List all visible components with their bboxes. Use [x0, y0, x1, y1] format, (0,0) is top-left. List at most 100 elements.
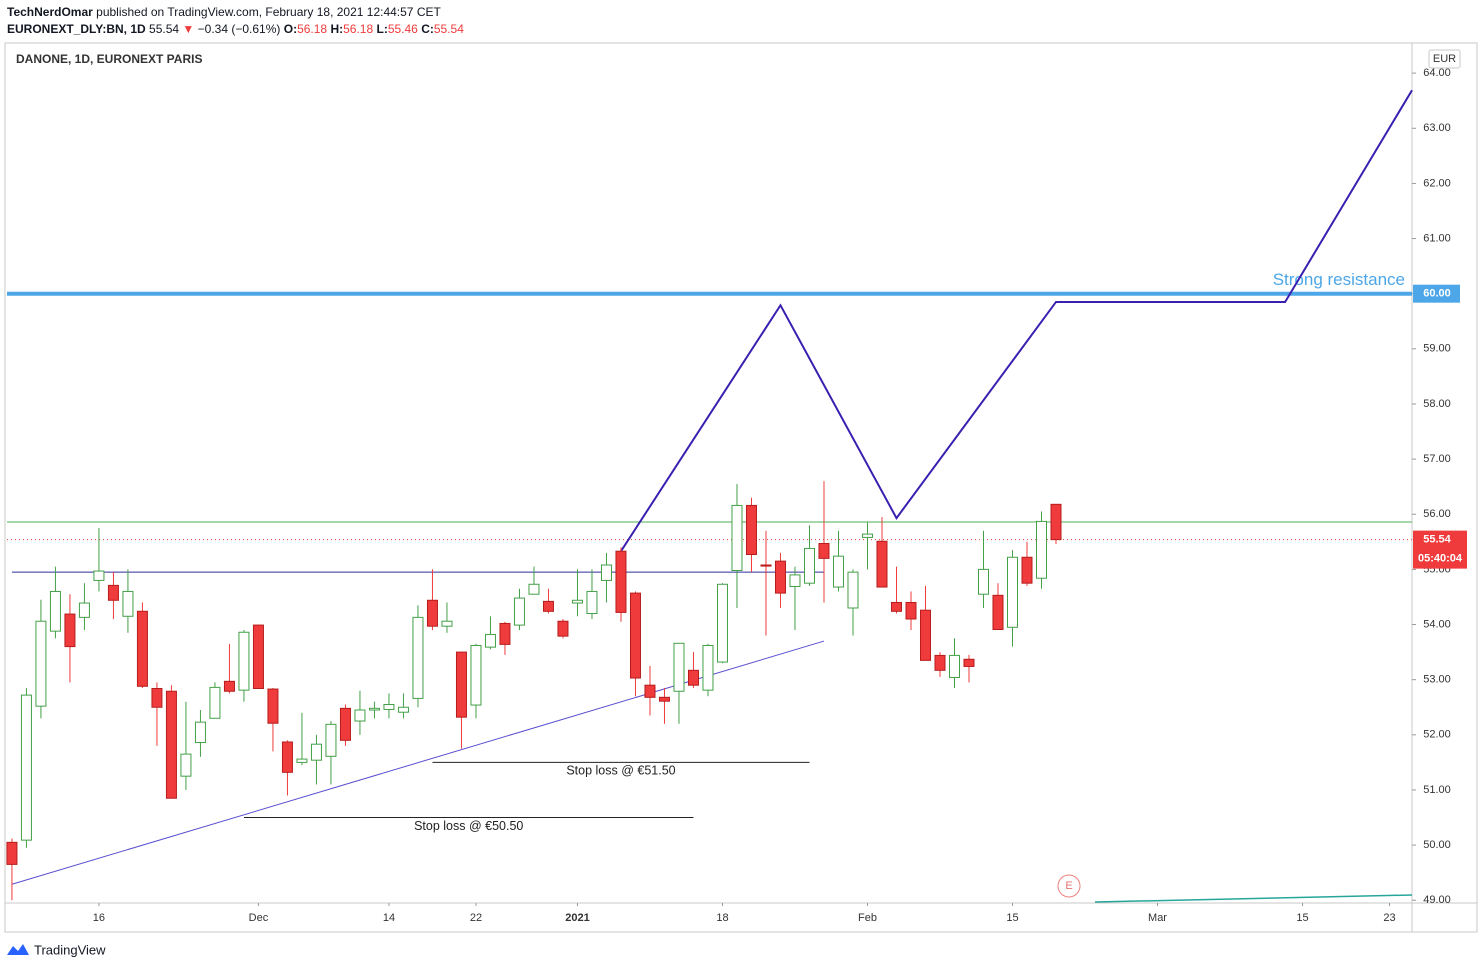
o-label: O: [283, 22, 298, 36]
x-tick-label: 15 [1006, 912, 1018, 924]
quote-line: EURONEXT_DLY:BN, 1D 55.54 ▼ −0.34 (−0.61… [7, 22, 464, 36]
candle-body [818, 542, 830, 559]
candle-body [441, 620, 453, 627]
candle-body [325, 723, 337, 757]
l-label: L: [376, 22, 388, 36]
x-tick-label: 18 [716, 912, 728, 924]
x-tick-label: 16 [93, 912, 105, 924]
candle-body [165, 690, 177, 799]
footer-brand: TradingView [34, 942, 106, 957]
candle-body [745, 504, 757, 556]
c-label: C: [421, 22, 434, 36]
candle-body [1036, 520, 1047, 579]
footer-logo [7, 944, 29, 955]
last-price-box [1413, 530, 1467, 569]
y-tick-label: 59.00 [1423, 343, 1451, 355]
candle-body [760, 564, 772, 567]
candle-body [397, 706, 409, 713]
price: 55.54 [149, 22, 180, 36]
candle-body [963, 658, 975, 667]
x-tick-label: 15 [1296, 912, 1308, 924]
candle-body [687, 669, 699, 686]
publish-line: TechNerdOmar published on TradingView.co… [7, 5, 441, 19]
x-tick-label: 2021 [565, 912, 589, 924]
candle-body [600, 564, 612, 581]
candle-body [586, 590, 598, 615]
candle-body [948, 654, 960, 678]
stop-loss-label: Stop loss @ €51.50 [566, 764, 675, 778]
candle-body [615, 550, 627, 613]
candle-body [78, 602, 90, 618]
y-tick-label: 63.00 [1423, 122, 1451, 134]
candle-body [861, 533, 873, 538]
candle-body [238, 631, 250, 691]
candle-body [267, 688, 279, 724]
candle-body [470, 644, 482, 706]
candle-body [281, 741, 293, 773]
stop-loss-label: Stop loss @ €50.50 [414, 819, 523, 833]
candle-body [35, 620, 47, 707]
y-tick-label: 62.00 [1423, 177, 1451, 189]
candle-body [528, 583, 540, 595]
x-tick-label: 22 [470, 912, 482, 924]
y-tick-label: 56.00 [1423, 508, 1451, 520]
candle-body [151, 688, 163, 708]
author: TechNerdOmar [7, 5, 93, 19]
candle-body [890, 601, 902, 612]
x-tick-label: 14 [383, 912, 395, 924]
candle-body [789, 574, 801, 587]
y-tick-label: 57.00 [1423, 453, 1451, 465]
candle-body [847, 571, 859, 609]
candle-body [629, 592, 641, 679]
x-tick-label: 23 [1383, 912, 1395, 924]
candle-body [1006, 556, 1018, 628]
currency: EUR [1433, 53, 1456, 65]
l-value: 55.46 [387, 22, 418, 36]
indicator-line [1094, 894, 1413, 903]
candle-body [832, 555, 844, 588]
candle-body [136, 610, 148, 687]
candle-body [557, 620, 569, 637]
currency-box [1428, 49, 1461, 69]
candle-body [455, 651, 467, 718]
chart-title: DANONE, 1D, EURONEXT PARIS [16, 52, 202, 66]
arrow: ▼ [182, 22, 195, 36]
published: published on TradingView.com, February 1… [96, 5, 441, 19]
y-tick-label: 52.00 [1423, 729, 1451, 741]
resistance-label: Strong resistance [1273, 270, 1405, 289]
candle-body [6, 841, 18, 865]
candle-body [934, 654, 946, 671]
candle-body [499, 622, 511, 645]
candle-body [774, 560, 786, 594]
candle-body [992, 594, 1004, 630]
candle-body [484, 633, 496, 648]
candle-body [122, 590, 134, 617]
candle-body [296, 758, 308, 763]
o-value: 56.18 [297, 22, 328, 36]
candle-body [803, 547, 815, 584]
change: −0.34 (−0.61%) [197, 22, 281, 36]
symbol: EURONEXT_DLY:BN, 1D [7, 22, 146, 36]
candle-body [180, 753, 192, 777]
candle-body [1021, 556, 1033, 584]
countdown: 05:40:04 [1418, 553, 1463, 565]
c-value: 55.54 [433, 22, 464, 36]
candle-body [310, 743, 322, 761]
candle-body [702, 644, 714, 691]
candle-body [354, 709, 366, 722]
y-tick-label: 61.00 [1423, 232, 1451, 244]
candle-body [339, 707, 351, 741]
candle-body [977, 568, 989, 595]
candle-body [223, 680, 235, 692]
x-tick-label: Dec [249, 912, 269, 924]
candle-body [542, 600, 554, 612]
h-value: 56.18 [343, 22, 374, 36]
drawing-line [620, 89, 1413, 552]
candle-body [919, 609, 931, 661]
candle-body [383, 703, 395, 710]
h-label: H: [330, 22, 344, 36]
frame [4, 42, 1478, 933]
y-tick-label: 58.00 [1423, 398, 1451, 410]
